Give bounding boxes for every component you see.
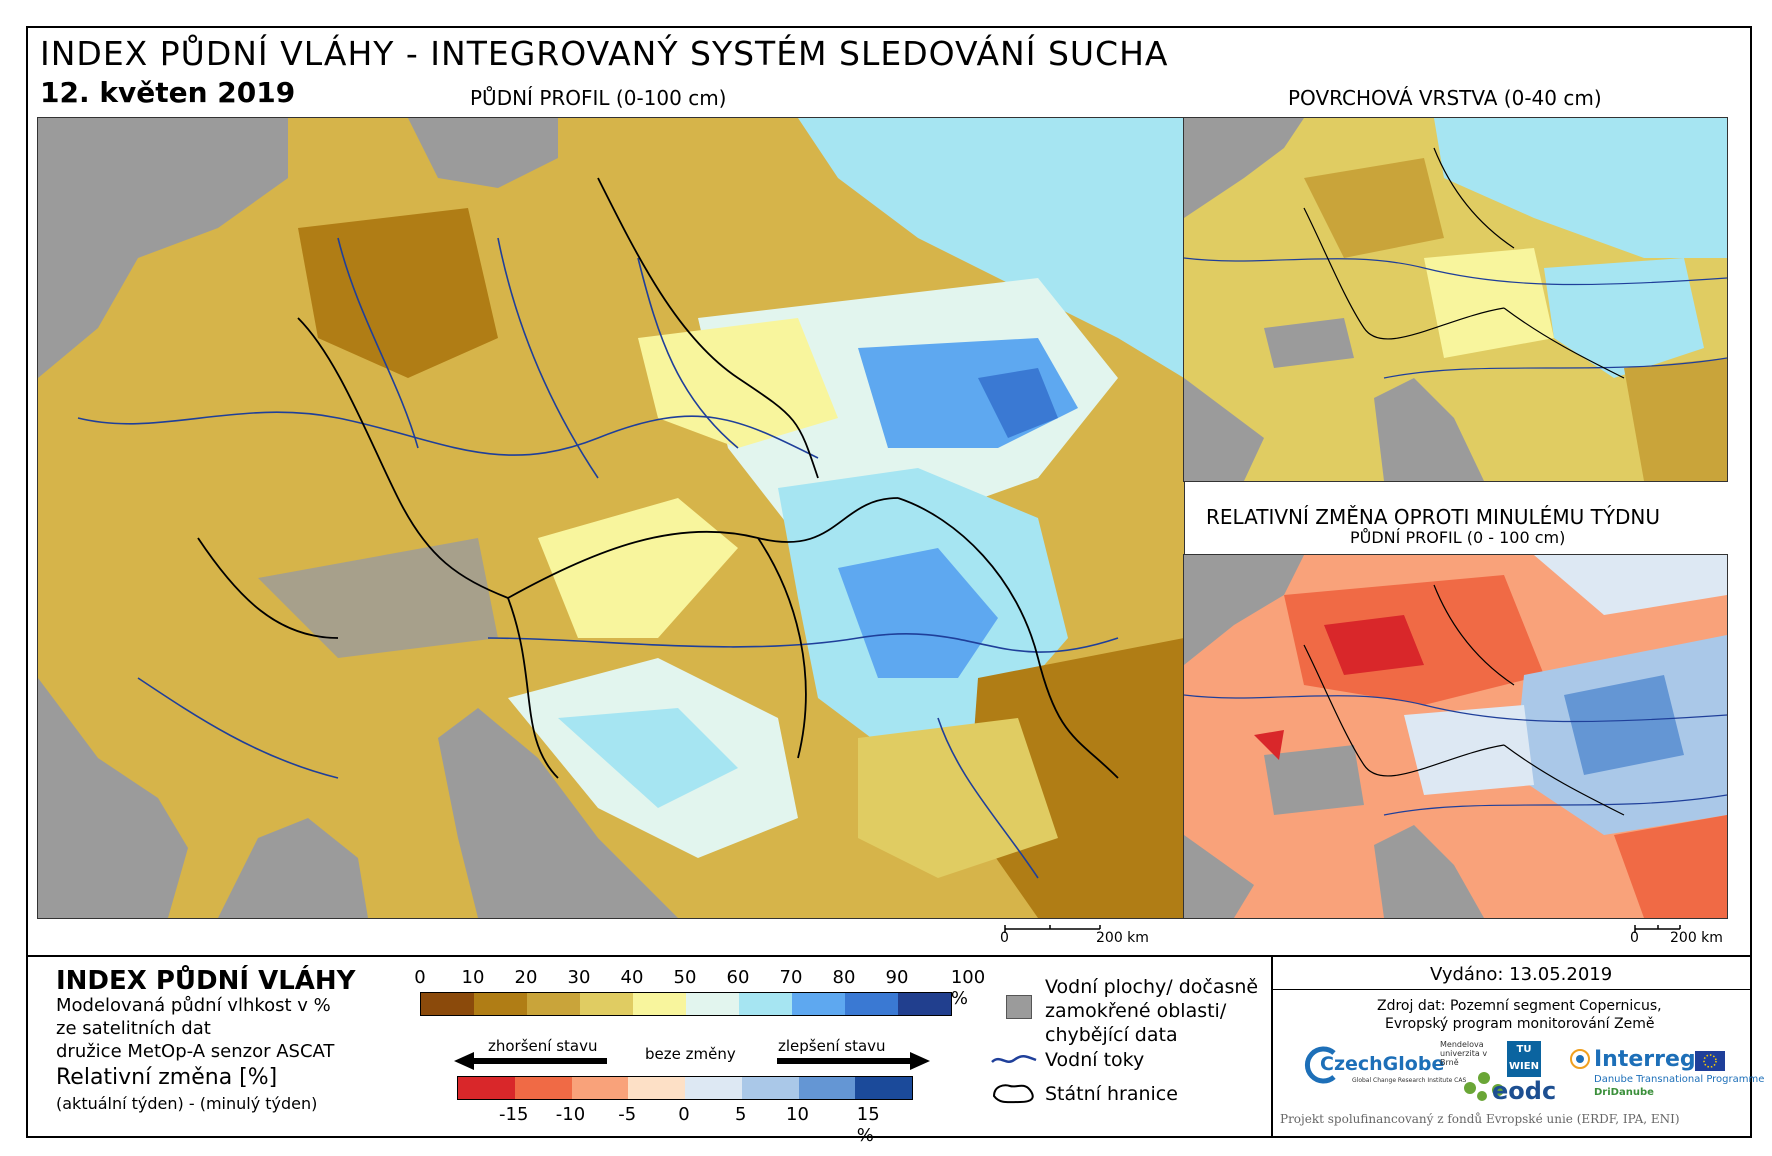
index-color-swatch: [898, 993, 951, 1015]
index-tick-label: 100 %: [950, 967, 986, 1009]
change-color-swatch: [458, 1077, 515, 1099]
source-line-2: Evropský program monitorování Země: [1385, 1016, 1655, 1032]
index-color-swatch: [580, 993, 633, 1015]
index-color-swatch: [421, 993, 474, 1015]
main-scale-end: 200 km: [1096, 930, 1149, 946]
index-tick-label: 70: [779, 967, 803, 988]
index-tick-label: 90: [885, 967, 909, 988]
index-tick-label: 40: [620, 967, 644, 988]
index-tick-label: 50: [673, 967, 697, 988]
change-color-swatch: [628, 1077, 685, 1099]
change-tick-label: 15 %: [856, 1104, 880, 1146]
funding-note: Projekt spolufinancovaný z fondů Evropsk…: [1280, 1112, 1680, 1126]
surface-map-label: POVRCHOVÁ VRSTVA (0-40 cm): [1288, 86, 1602, 110]
surface-layer-map: [1183, 117, 1728, 482]
change-tick-label: -10: [555, 1104, 586, 1125]
legend-desc-2: ze satelitních dat: [56, 1018, 211, 1039]
rivers-label: Vodní toky: [1045, 1049, 1145, 1071]
change-tick-label: 10: [786, 1104, 809, 1125]
change-color-swatch: [685, 1077, 742, 1099]
change-map-label: RELATIVNÍ ZMĚNA OPROTI MINULÉMU TÝDNU: [1206, 505, 1661, 529]
index-color-swatch: [739, 993, 792, 1015]
legend-vertical-divider: [1271, 955, 1273, 1138]
change-color-swatch: [514, 1077, 572, 1099]
index-color-swatch: [845, 993, 898, 1015]
eu-flag-icon: [1695, 1051, 1725, 1071]
date-label: 12. květen 2019: [40, 76, 296, 109]
change-tick-label: -5: [618, 1104, 637, 1125]
arrow-mid-label: beze změny: [645, 1045, 736, 1063]
index-tick-label: 10: [461, 967, 485, 988]
interreg-sub-2: DriDanube: [1594, 1087, 1654, 1098]
change-tick-label: 5: [735, 1104, 747, 1125]
legend-desc-3: družice MetOp-A senzor ASCAT: [56, 1041, 335, 1062]
border-outline-icon: [992, 1084, 1034, 1104]
source-line-1: Zdroj dat: Pozemní segment Copernicus,: [1377, 998, 1662, 1014]
index-tick-label: 0: [414, 967, 426, 988]
mendel-logo: Mendelova univerzita v Brně: [1440, 1040, 1488, 1067]
legend-issued-divider: [1271, 989, 1752, 990]
change-tick-label: -15: [499, 1104, 529, 1125]
change-color-bar: [457, 1076, 913, 1100]
main-scale-zero: 0: [1000, 930, 1009, 946]
borders-label: Státní hranice: [1045, 1083, 1178, 1105]
index-color-swatch: [792, 993, 845, 1015]
legend-heading: INDEX PŮDNÍ VLÁHY: [56, 966, 356, 996]
change-tick-label: 0: [678, 1104, 690, 1125]
change-desc: (aktuální týden) - (minulý týden): [56, 1094, 318, 1113]
change-color-swatch: [855, 1077, 912, 1099]
water-label-3: chybějící data: [1045, 1024, 1178, 1046]
index-color-bar: [420, 992, 952, 1016]
index-color-swatch: [474, 993, 527, 1015]
change-heading: Relativní změna [%]: [56, 1065, 278, 1090]
page-title: INDEX PŮDNÍ VLÁHY - INTEGROVANÝ SYSTÉM S…: [40, 34, 1169, 73]
index-tick-label: 80: [832, 967, 856, 988]
issued-date: Vydáno: 13.05.2019: [1430, 964, 1613, 985]
arrow-right-label: zlepšení stavu: [778, 1037, 886, 1055]
small-scale-end: 200 km: [1670, 930, 1723, 946]
index-tick-label: 60: [726, 967, 750, 988]
relative-change-map: [1183, 554, 1728, 919]
mendel-dots-icon: [1464, 1072, 1504, 1101]
trend-arrows-icon: [454, 1052, 930, 1070]
change-color-swatch: [798, 1077, 856, 1099]
legend-top-divider: [26, 955, 1752, 957]
water-label-2: zamokřené oblasti/: [1045, 1000, 1227, 1022]
eodc-logo: eodc: [1492, 1077, 1557, 1105]
index-color-swatch: [633, 993, 686, 1015]
index-tick-label: 20: [514, 967, 538, 988]
change-map-sublabel: PŮDNÍ PROFIL (0 - 100 cm): [1350, 528, 1566, 547]
main-map-label: PŮDNÍ PROFIL (0-100 cm): [470, 86, 727, 110]
interreg-logo: Interreg: [1594, 1047, 1696, 1072]
river-line-icon: [991, 1055, 1037, 1063]
index-color-swatch: [686, 993, 739, 1015]
main-soil-moisture-map: [37, 117, 1185, 919]
water-bodies-swatch: [1006, 995, 1032, 1019]
tu-wien-logo: TU WIEN: [1507, 1041, 1541, 1077]
index-tick-label: 30: [567, 967, 591, 988]
legend-desc-1: Modelovaná půdní vlhkost v %: [56, 995, 331, 1016]
change-color-swatch: [741, 1077, 799, 1099]
interreg-star-icon: [1570, 1049, 1590, 1069]
interreg-sub-1: Danube Transnational Programme: [1594, 1074, 1765, 1085]
water-label-1: Vodní plochy/ dočasně: [1045, 976, 1259, 998]
index-color-swatch: [527, 993, 580, 1015]
change-color-swatch: [571, 1077, 629, 1099]
arrow-left-label: zhoršení stavu: [488, 1037, 598, 1055]
small-scale-zero: 0: [1630, 930, 1639, 946]
